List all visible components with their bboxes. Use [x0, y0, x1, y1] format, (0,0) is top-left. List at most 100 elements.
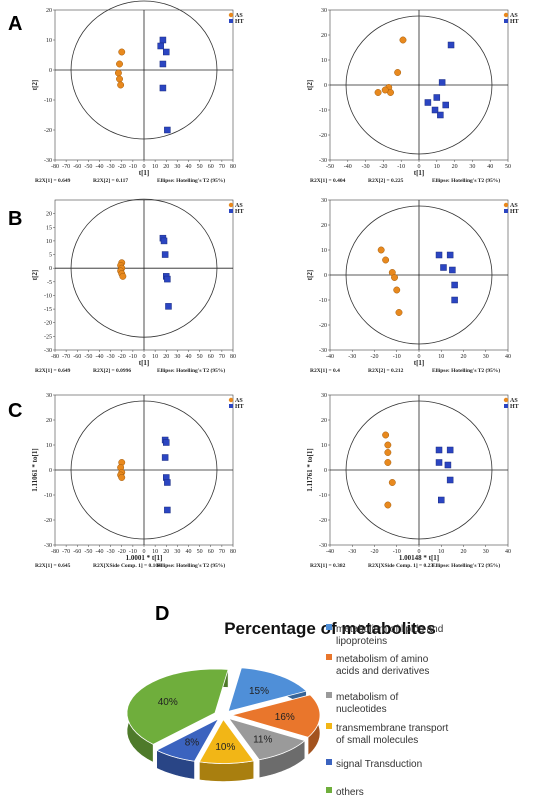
hotelling-ellipse — [70, 0, 218, 140]
x-tick-label: -10 — [129, 549, 137, 555]
point-as — [384, 449, 392, 456]
x-tick-label: -20 — [379, 164, 387, 170]
x-tick-label: 40 — [186, 549, 192, 555]
y-tick-label: -30 — [319, 543, 327, 549]
y-tick-label: -30 — [319, 158, 327, 164]
y-tick-label: -20 — [319, 323, 327, 329]
x-tick-label: -40 — [96, 354, 104, 360]
point-ht — [442, 101, 449, 109]
y-tick-label: -30 — [44, 348, 52, 354]
pie-legend-swatch — [326, 723, 332, 729]
y-tick-label: -10 — [44, 293, 52, 299]
point-as — [395, 309, 403, 316]
legend-marker-as — [228, 202, 234, 208]
y-tick-label: 0 — [49, 468, 52, 474]
legend-label-as: AS — [235, 398, 243, 404]
hotelling-ellipse — [345, 400, 493, 540]
x-tick-label: 80 — [230, 549, 236, 555]
x-tick-label: 10 — [152, 549, 158, 555]
legend-label-ht: HT — [510, 404, 519, 410]
x-tick-label: -30 — [107, 354, 115, 360]
x-tick-label: 0 — [143, 164, 146, 170]
x-tick-label: 20 — [163, 549, 169, 555]
x-tick-label: -10 — [397, 164, 405, 170]
x-tick-label: -40 — [96, 164, 104, 170]
point-as — [384, 441, 392, 449]
y-tick-label: -10 — [319, 493, 327, 499]
legend-marker-ht — [229, 19, 233, 23]
pie-slice-top — [155, 717, 220, 762]
point-ht — [444, 461, 452, 469]
pie-legend-label: metabolism of — [336, 692, 398, 703]
point-as — [399, 36, 407, 44]
y-axis-label: 1.11761 * to[1] — [306, 448, 314, 491]
footer-r2x1: R2X[1] = 0.4 — [310, 368, 340, 374]
pie-legend-item-5: others — [326, 787, 364, 798]
scatter-panel-b-right: -40 -30 -20 -10 0 10 20 30 40-30-20-100102030t[1… — [306, 198, 519, 374]
pie-slice-2: 11% — [227, 717, 306, 779]
panel-letter-c: C — [8, 400, 22, 422]
point-ht — [157, 42, 164, 50]
x-tick-label: 60 — [208, 354, 214, 360]
x-tick-label: 20 — [461, 354, 467, 360]
point-ht — [164, 479, 171, 486]
point-ht — [446, 476, 454, 484]
legend-label-ht: HT — [510, 209, 519, 215]
x-tick-label: -70 — [62, 164, 70, 170]
y-tick-label: 10 — [46, 239, 52, 245]
y-tick-label: 10 — [321, 58, 327, 64]
x-tick-label: -40 — [344, 164, 352, 170]
legend-marker-ht — [229, 404, 233, 408]
point-ht — [159, 36, 167, 44]
x-tick-label: 50 — [505, 164, 511, 170]
legend-label-ht: HT — [235, 209, 244, 215]
x-axis-label: 1.0001 * t[1] — [126, 554, 163, 562]
panel-letter-b: B — [8, 208, 22, 230]
point-as — [374, 89, 382, 96]
point-ht — [438, 79, 446, 86]
x-tick-label: -50 — [84, 549, 92, 555]
x-tick-label: -60 — [73, 164, 81, 170]
point-as — [391, 274, 398, 281]
footer-r2x1: R2X[1] = 0.382 — [310, 563, 346, 569]
pie-legend-label: metabolism of amino — [336, 654, 429, 665]
point-ht — [163, 439, 170, 446]
x-tick-label: 30 — [174, 354, 180, 360]
point-ht — [438, 496, 445, 504]
pie-slice-top — [230, 694, 321, 738]
point-ht — [160, 237, 168, 245]
x-tick-label: -60 — [73, 354, 81, 360]
y-tick-label: 0 — [324, 273, 327, 279]
point-ht — [161, 454, 169, 461]
x-tick-label: 60 — [208, 164, 214, 170]
footer-r2x1: R2X[1] = 0.645 — [35, 563, 71, 569]
pie-slice-3: 10% — [198, 718, 255, 782]
y-tick-label: 10 — [321, 443, 327, 449]
y-tick-label: 30 — [321, 393, 327, 399]
point-ht — [431, 106, 439, 114]
y-tick-label: -30 — [44, 543, 52, 549]
footer-r2x2: R2X[2] = 0.117 — [93, 178, 128, 184]
panel-letter-a: A — [8, 13, 22, 35]
legend-marker-ht — [504, 19, 508, 23]
y-tick-label: -10 — [319, 298, 327, 304]
x-tick-label: 80 — [230, 164, 236, 170]
y-axis-label: t[2] — [306, 80, 314, 91]
x-tick-label: -20 — [371, 354, 379, 360]
x-axis-label: t[1] — [414, 359, 425, 367]
y-tick-label: -30 — [319, 348, 327, 354]
pie-slice-top — [126, 668, 229, 745]
x-tick-label: -10 — [129, 164, 137, 170]
x-axis-label: t[1] — [414, 169, 425, 177]
pie-slice-label: 40% — [158, 697, 178, 708]
y-tick-label: 30 — [321, 8, 327, 14]
y-axis-label: t[2] — [31, 270, 39, 281]
pie-slice-label: 8% — [185, 738, 200, 749]
footer-ellipse: Ellipse: Hotelling's T2 (95%) — [432, 177, 500, 184]
x-tick-label: 70 — [219, 354, 225, 360]
x-tick-label: -50 — [84, 354, 92, 360]
point-ht — [163, 48, 170, 56]
footer-ellipse: Ellipse: Hotelling's T2 (95%) — [432, 367, 500, 374]
x-tick-label: -30 — [107, 164, 115, 170]
